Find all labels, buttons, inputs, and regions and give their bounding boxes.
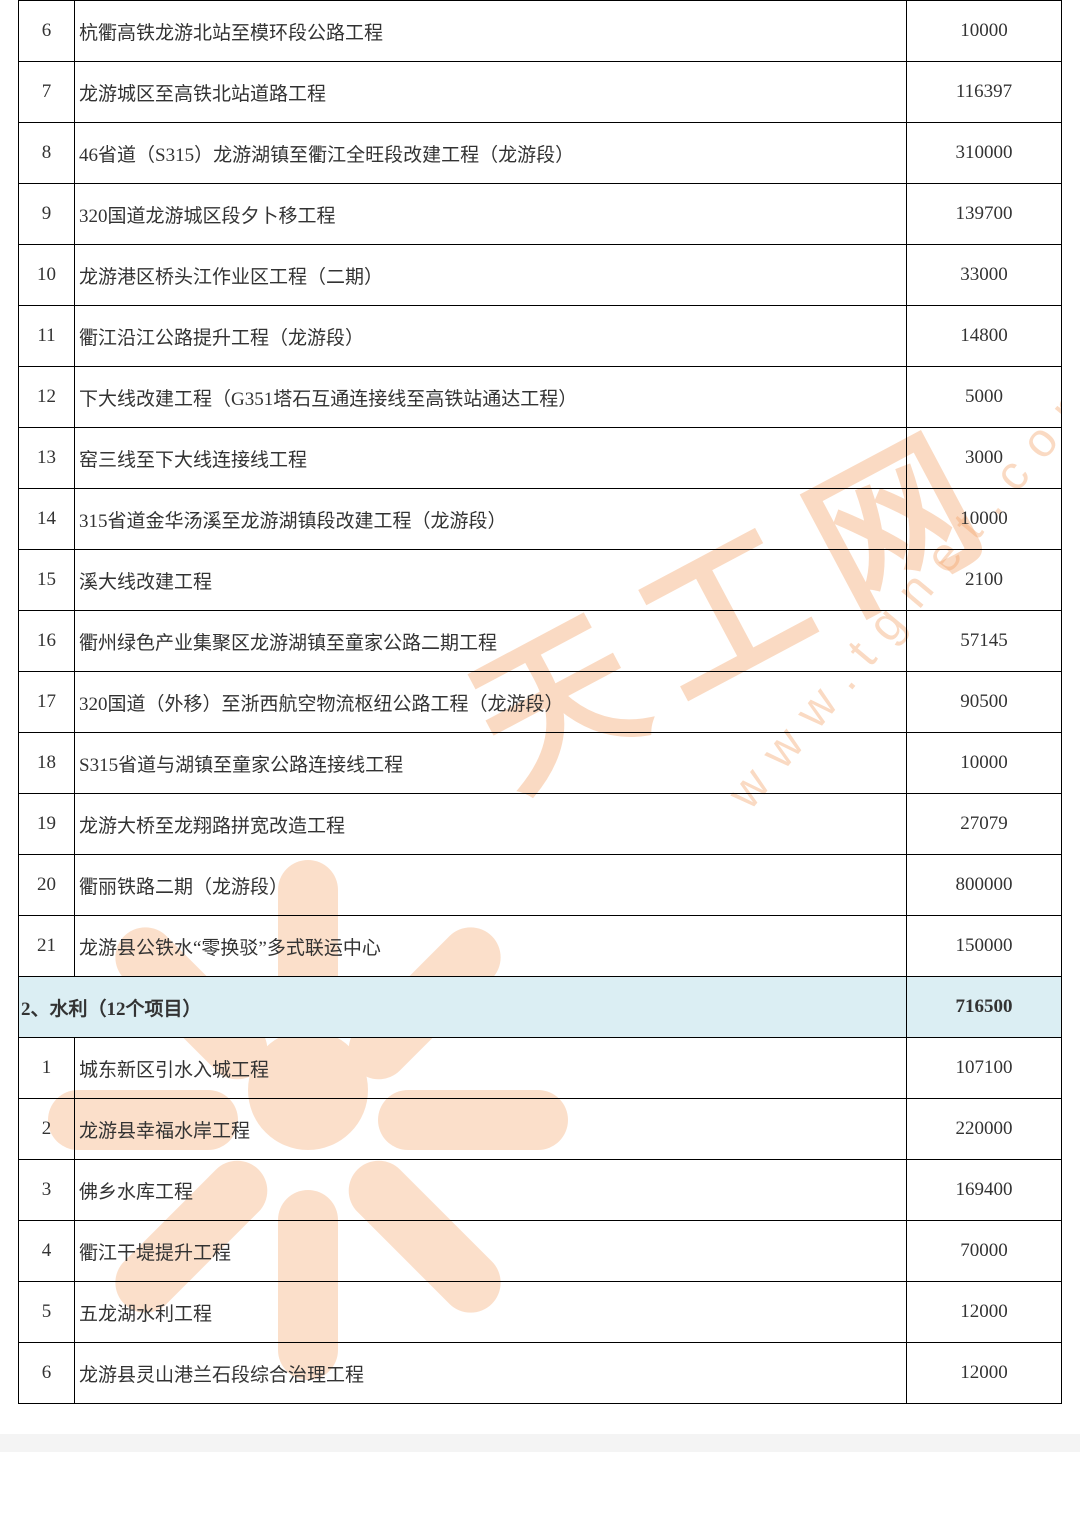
row-number: 8 xyxy=(19,123,75,184)
table-row: 9320国道龙游城区段夕卜移工程139700 xyxy=(19,184,1062,245)
project-name: 320国道（外移）至浙西航空物流枢纽公路工程（龙游段） xyxy=(75,672,907,733)
table-row: 14315省道金华汤溪至龙游湖镇段改建工程（龙游段）10000 xyxy=(19,489,1062,550)
row-number: 15 xyxy=(19,550,75,611)
project-name: 46省道（S315）龙游湖镇至衢江全旺段改建工程（龙游段） xyxy=(75,123,907,184)
table-row: 13窑三线至下大线连接线工程3000 xyxy=(19,428,1062,489)
project-value: 14800 xyxy=(907,306,1062,367)
page-margin xyxy=(0,1434,1080,1452)
table-row: 3佛乡水库工程169400 xyxy=(19,1160,1062,1221)
table-row: 12下大线改建工程（G351塔石互通连接线至高铁站通达工程）5000 xyxy=(19,367,1062,428)
row-number: 2 xyxy=(19,1099,75,1160)
project-name: 320国道龙游城区段夕卜移工程 xyxy=(75,184,907,245)
row-number: 5 xyxy=(19,1282,75,1343)
project-value: 12000 xyxy=(907,1282,1062,1343)
project-value: 10000 xyxy=(907,1,1062,62)
section-title: 2、水利（12个项目） xyxy=(19,977,907,1038)
project-name: 315省道金华汤溪至龙游湖镇段改建工程（龙游段） xyxy=(75,489,907,550)
row-number: 13 xyxy=(19,428,75,489)
row-number: 6 xyxy=(19,1343,75,1404)
project-value: 90500 xyxy=(907,672,1062,733)
project-value: 150000 xyxy=(907,916,1062,977)
project-name: 下大线改建工程（G351塔石互通连接线至高铁站通达工程） xyxy=(75,367,907,428)
table-row: 11衢江沿江公路提升工程（龙游段）14800 xyxy=(19,306,1062,367)
project-value: 33000 xyxy=(907,245,1062,306)
project-name: 衢江沿江公路提升工程（龙游段） xyxy=(75,306,907,367)
project-name: 城东新区引水入城工程 xyxy=(75,1038,907,1099)
table-row: 18S315省道与湖镇至童家公路连接线工程10000 xyxy=(19,733,1062,794)
table-row: 5五龙湖水利工程12000 xyxy=(19,1282,1062,1343)
project-name: 五龙湖水利工程 xyxy=(75,1282,907,1343)
row-number: 18 xyxy=(19,733,75,794)
row-number: 21 xyxy=(19,916,75,977)
table-row: 10龙游港区桥头江作业区工程（二期）33000 xyxy=(19,245,1062,306)
project-name: 龙游县幸福水岸工程 xyxy=(75,1099,907,1160)
project-value: 800000 xyxy=(907,855,1062,916)
table-row: 7龙游城区至高铁北站道路工程116397 xyxy=(19,62,1062,123)
project-value: 12000 xyxy=(907,1343,1062,1404)
project-name: 衢州绿色产业集聚区龙游湖镇至童家公路二期工程 xyxy=(75,611,907,672)
project-value: 107100 xyxy=(907,1038,1062,1099)
project-value: 220000 xyxy=(907,1099,1062,1160)
project-name: S315省道与湖镇至童家公路连接线工程 xyxy=(75,733,907,794)
project-name: 衢江干堤提升工程 xyxy=(75,1221,907,1282)
row-number: 4 xyxy=(19,1221,75,1282)
row-number: 12 xyxy=(19,367,75,428)
table-row: 846省道（S315）龙游湖镇至衢江全旺段改建工程（龙游段）310000 xyxy=(19,123,1062,184)
project-name: 龙游城区至高铁北站道路工程 xyxy=(75,62,907,123)
project-value: 27079 xyxy=(907,794,1062,855)
project-name: 窑三线至下大线连接线工程 xyxy=(75,428,907,489)
row-number: 10 xyxy=(19,245,75,306)
row-number: 7 xyxy=(19,62,75,123)
table-row: 4衢江干堤提升工程70000 xyxy=(19,1221,1062,1282)
row-number: 6 xyxy=(19,1,75,62)
project-name: 佛乡水库工程 xyxy=(75,1160,907,1221)
project-name: 杭衢高铁龙游北站至模环段公路工程 xyxy=(75,1,907,62)
project-value: 116397 xyxy=(907,62,1062,123)
project-value: 70000 xyxy=(907,1221,1062,1282)
row-number: 20 xyxy=(19,855,75,916)
project-value: 10000 xyxy=(907,733,1062,794)
project-name: 龙游港区桥头江作业区工程（二期） xyxy=(75,245,907,306)
table-row: 21龙游县公铁水“零换驳”多式联运中心150000 xyxy=(19,916,1062,977)
project-name: 龙游县灵山港兰石段综合治理工程 xyxy=(75,1343,907,1404)
project-value: 57145 xyxy=(907,611,1062,672)
table-row: 2龙游县幸福水岸工程220000 xyxy=(19,1099,1062,1160)
project-value: 3000 xyxy=(907,428,1062,489)
project-value: 169400 xyxy=(907,1160,1062,1221)
project-value: 5000 xyxy=(907,367,1062,428)
project-value: 310000 xyxy=(907,123,1062,184)
row-number: 19 xyxy=(19,794,75,855)
row-number: 9 xyxy=(19,184,75,245)
projects-table: 6杭衢高铁龙游北站至模环段公路工程100007龙游城区至高铁北站道路工程1163… xyxy=(18,0,1062,1404)
table-row: 6龙游县灵山港兰石段综合治理工程12000 xyxy=(19,1343,1062,1404)
table-row: 6杭衢高铁龙游北站至模环段公路工程10000 xyxy=(19,1,1062,62)
project-value: 10000 xyxy=(907,489,1062,550)
row-number: 11 xyxy=(19,306,75,367)
project-name: 衢丽铁路二期（龙游段） xyxy=(75,855,907,916)
table-section-row: 2、水利（12个项目）716500 xyxy=(19,977,1062,1038)
table-row: 17320国道（外移）至浙西航空物流枢纽公路工程（龙游段）90500 xyxy=(19,672,1062,733)
table-row: 16衢州绿色产业集聚区龙游湖镇至童家公路二期工程57145 xyxy=(19,611,1062,672)
table-row: 15溪大线改建工程2100 xyxy=(19,550,1062,611)
project-name: 龙游大桥至龙翔路拼宽改造工程 xyxy=(75,794,907,855)
row-number: 3 xyxy=(19,1160,75,1221)
project-value: 139700 xyxy=(907,184,1062,245)
row-number: 16 xyxy=(19,611,75,672)
section-total: 716500 xyxy=(907,977,1062,1038)
row-number: 17 xyxy=(19,672,75,733)
row-number: 14 xyxy=(19,489,75,550)
project-value: 2100 xyxy=(907,550,1062,611)
project-name: 溪大线改建工程 xyxy=(75,550,907,611)
table-row: 20衢丽铁路二期（龙游段）800000 xyxy=(19,855,1062,916)
table-row: 1城东新区引水入城工程107100 xyxy=(19,1038,1062,1099)
row-number: 1 xyxy=(19,1038,75,1099)
project-name: 龙游县公铁水“零换驳”多式联运中心 xyxy=(75,916,907,977)
table-row: 19龙游大桥至龙翔路拼宽改造工程27079 xyxy=(19,794,1062,855)
